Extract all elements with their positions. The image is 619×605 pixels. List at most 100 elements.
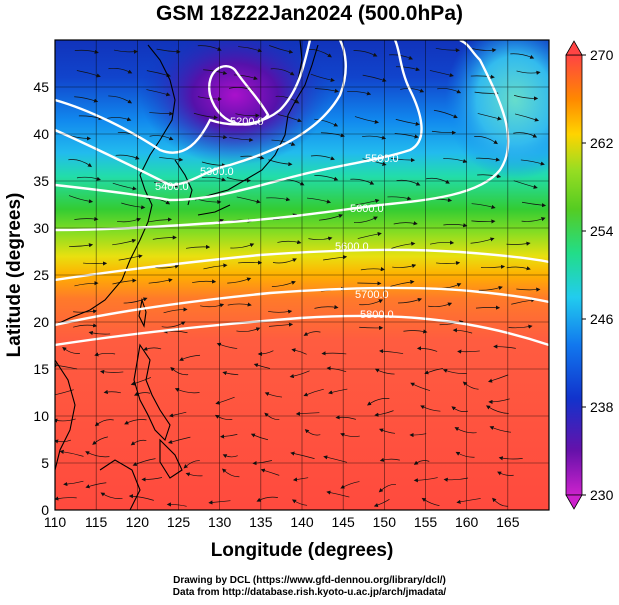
credits: Drawing by DCL (https://www.gfd-dennou.o…	[0, 575, 619, 599]
streamline	[470, 74, 495, 79]
streamline	[170, 367, 189, 376]
streamline	[179, 354, 201, 361]
streamline	[216, 342, 238, 349]
x-tick-label: 115	[85, 514, 108, 530]
x-axis: 110 115 120 125 130 135 140 145 150 155 160 165	[44, 514, 520, 530]
streamline	[130, 377, 152, 386]
streamline	[201, 176, 226, 182]
streamline	[354, 116, 380, 124]
streamline	[100, 492, 123, 499]
streamline	[271, 139, 296, 146]
streamline	[355, 198, 380, 206]
y-tick-label: 30	[33, 220, 49, 236]
streamline	[253, 363, 271, 369]
streamline	[295, 411, 320, 416]
streamline	[55, 496, 77, 501]
temperature-field: 5200.0 5300.0 5400.0 5500.0 5600.0 5600.0 5700…	[55, 40, 549, 510]
y-tick-label: 5	[41, 455, 49, 471]
streamline	[291, 499, 308, 506]
contour-label: 5400.0	[155, 181, 189, 193]
streamline	[74, 49, 99, 54]
streamline	[107, 117, 132, 122]
streamline	[112, 278, 137, 285]
streamline	[118, 254, 143, 261]
streamline	[55, 439, 72, 444]
streamline	[277, 114, 302, 123]
streamline	[425, 177, 450, 184]
streamline	[424, 368, 443, 375]
colorbar-tick-label: 246	[590, 311, 614, 327]
contour-label: 5700.0	[355, 289, 389, 301]
streamline	[485, 405, 509, 414]
height-contours	[55, 40, 549, 347]
y-tick-label: 20	[33, 314, 49, 330]
streamline	[314, 118, 339, 127]
contour-label: 5500.0	[365, 153, 399, 165]
streamline	[379, 457, 400, 462]
y-tick-label: 0	[41, 502, 49, 518]
streamline	[374, 368, 395, 375]
streamline	[521, 217, 546, 222]
streamline	[185, 472, 203, 477]
streamline	[269, 45, 294, 54]
streamline	[413, 477, 438, 483]
streamline	[308, 49, 332, 58]
x-tick-label: 135	[249, 514, 273, 530]
streamline	[108, 67, 133, 74]
streamline	[55, 418, 76, 423]
colorbar-gradient	[565, 54, 583, 496]
streamline	[508, 324, 533, 329]
streamline	[201, 161, 227, 168]
streamline	[443, 477, 469, 482]
x-tick-label: 165	[496, 514, 520, 530]
streamline	[520, 159, 545, 166]
streamline	[362, 158, 387, 166]
streamline	[270, 68, 295, 76]
x-tick-label: 110	[44, 514, 67, 530]
streamline	[83, 261, 108, 266]
streamline	[236, 196, 261, 204]
colorbar-max-arrow	[565, 40, 583, 56]
streamline	[474, 136, 498, 145]
streamline	[227, 277, 252, 284]
streamline	[410, 382, 431, 391]
streamline	[94, 352, 116, 357]
streamline	[186, 244, 211, 250]
streamline	[359, 325, 384, 331]
x-tick-label: 130	[208, 514, 232, 530]
streamline	[378, 483, 396, 493]
streamline	[429, 70, 454, 78]
streamline	[416, 346, 438, 352]
streamline	[143, 346, 162, 351]
contour-label: 5600.0	[335, 241, 369, 253]
streamline	[303, 331, 321, 336]
streamline	[85, 451, 110, 458]
streamline	[443, 223, 468, 228]
streamline	[256, 496, 278, 502]
colorbar-tick-label: 262	[590, 135, 614, 151]
streamline	[99, 369, 124, 374]
y-tick-label: 25	[33, 267, 49, 283]
streamline	[421, 497, 440, 506]
streamline	[68, 159, 93, 168]
streamline	[475, 305, 501, 310]
streamline	[310, 155, 335, 161]
streamline	[159, 157, 184, 162]
colorbar: 270 262 254 246 238 230	[565, 40, 614, 510]
streamline	[115, 154, 140, 160]
streamline	[200, 303, 225, 308]
streamline	[433, 109, 458, 119]
streamline	[203, 263, 228, 270]
streamline	[230, 243, 255, 249]
streamline	[314, 305, 339, 310]
streamline	[63, 480, 84, 487]
x-tick-label: 140	[290, 514, 314, 530]
streamline	[250, 433, 269, 441]
contour-label: 5800.0	[360, 309, 394, 321]
streamline	[193, 112, 219, 120]
streamline	[350, 178, 375, 185]
streamline	[108, 95, 133, 104]
x-tick-label: 145	[331, 514, 355, 530]
streamline	[74, 216, 99, 222]
